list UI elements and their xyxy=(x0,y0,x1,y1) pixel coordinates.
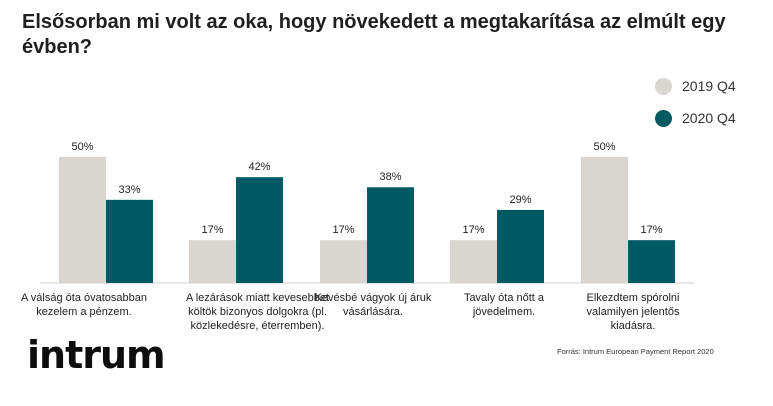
legend-item-2020: 2020 Q4 xyxy=(655,105,736,131)
bar-3-1 xyxy=(497,209,544,283)
bar-0-1 xyxy=(106,199,153,283)
data-label-1-0: 17% xyxy=(201,224,223,236)
category-label-2: Kevésbé vágyok új áruk vásárlására. xyxy=(314,292,432,318)
bar-4-1 xyxy=(628,240,675,283)
bar-2-0 xyxy=(320,240,367,283)
legend-swatch-2020 xyxy=(655,109,672,127)
legend-label-2020: 2020 Q4 xyxy=(682,110,736,126)
data-label-3-0: 17% xyxy=(462,224,484,236)
legend: 2019 Q4 2020 Q4 xyxy=(655,73,736,137)
bar-1-1 xyxy=(236,177,283,283)
bar-4-0 xyxy=(581,157,628,283)
category-label-0: A válság óta óvatosabban kezelem a pénze… xyxy=(21,292,147,318)
bar-3-0 xyxy=(450,240,497,283)
data-label-0-0: 50% xyxy=(71,141,93,153)
bar-1-0 xyxy=(189,240,236,283)
category-label-1: A lezárások miatt kevesebbet költök bizo… xyxy=(185,292,330,332)
data-label-2-0: 17% xyxy=(332,224,354,236)
bar-2-1 xyxy=(367,187,414,283)
category-label-4: Elkezdtem spórolni valamilyen jelentős k… xyxy=(586,292,680,332)
legend-item-2019: 2019 Q4 xyxy=(655,73,736,99)
data-label-0-1: 33% xyxy=(118,184,140,196)
data-label-4-0: 50% xyxy=(593,141,615,153)
legend-label-2019: 2019 Q4 xyxy=(682,78,736,94)
category-label-3: Tavaly óta nőtt a jövedelmem. xyxy=(463,292,545,318)
data-label-1-1: 42% xyxy=(248,161,270,173)
data-label-2-1: 38% xyxy=(379,171,401,183)
legend-swatch-2019 xyxy=(655,77,672,95)
bar-0-0 xyxy=(59,157,106,283)
source-note: Forrás: Intrum European Payment Report 2… xyxy=(557,347,714,356)
data-label-4-1: 17% xyxy=(640,224,662,236)
chart-title: Elsősorban mi volt az oka, hogy növekede… xyxy=(22,11,726,58)
intrum-logo: intrum xyxy=(27,333,166,377)
data-label-3-1: 29% xyxy=(509,194,531,206)
